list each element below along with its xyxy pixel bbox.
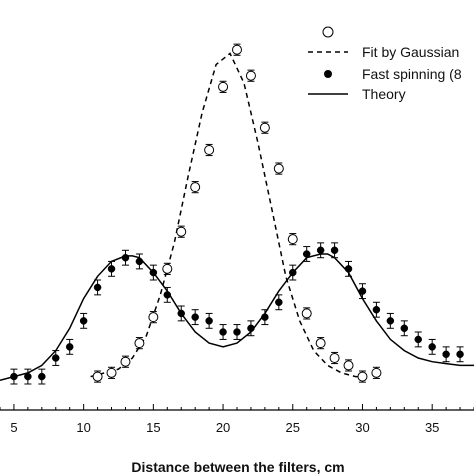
data-point-filled: [10, 372, 18, 381]
theory-line: [0, 253, 474, 382]
data-point-filled: [316, 246, 325, 255]
data-point-filled: [414, 335, 422, 344]
data-point-filled: [38, 372, 46, 381]
data-point-open: [371, 367, 382, 378]
data-point-filled: [428, 343, 436, 351]
legend: Fit by Gaussian Fast spinning (8 Theory: [308, 26, 462, 102]
data-point-open: [176, 226, 187, 237]
data-point-open: [232, 44, 242, 55]
data-point-filled: [219, 328, 227, 336]
data-point-open: [204, 145, 215, 155]
x-tick-label: 5: [10, 420, 17, 435]
data-point-filled: [163, 291, 172, 299]
data-point-filled: [52, 354, 60, 362]
legend-label: Theory: [362, 86, 406, 102]
data-point-filled: [456, 350, 464, 359]
data-point-filled: [233, 328, 241, 336]
x-tick-label: 30: [355, 420, 369, 435]
legend-filled-circle-icon: [324, 70, 332, 78]
legend-label: Fast spinning (8: [362, 66, 462, 82]
x-tick-label: 25: [286, 420, 300, 435]
data-point-filled: [344, 265, 353, 273]
data-point-open: [315, 338, 326, 349]
data-point-filled: [442, 350, 450, 359]
data-point-open: [357, 371, 368, 382]
data-point-open: [162, 263, 173, 274]
x-axis-title: Distance between the filters, cm: [131, 459, 344, 474]
data-point-open: [259, 122, 270, 133]
data-point-filled: [79, 317, 88, 325]
data-point-open: [134, 338, 145, 349]
data-point-filled: [400, 324, 409, 333]
data-point-open: [190, 182, 201, 193]
data-point-filled: [121, 253, 130, 262]
data-point-open: [287, 234, 298, 245]
data-point-open: [106, 367, 117, 378]
data-point-filled: [135, 257, 144, 266]
data-point-open: [92, 371, 103, 382]
x-tick-label: 35: [425, 420, 439, 435]
data-point-filled: [65, 343, 74, 351]
data-point-filled: [247, 324, 255, 333]
series-layer: [0, 43, 474, 385]
data-point-filled: [107, 265, 116, 273]
data-point-filled: [191, 313, 199, 321]
legend-open-circle-icon: [322, 26, 334, 38]
x-axis: 5 10 15 20 25 30 35: [0, 404, 474, 435]
data-point-filled: [177, 309, 185, 318]
x-tick-label: 20: [216, 420, 230, 435]
data-point-open: [329, 353, 340, 363]
data-point-open: [148, 312, 159, 323]
data-point-open: [218, 81, 229, 92]
x-tick-label: 15: [146, 420, 160, 435]
x-tick-label: 10: [76, 420, 90, 435]
data-point-filled: [261, 313, 269, 321]
data-point-filled: [24, 372, 32, 381]
legend-label: Fit by Gaussian: [362, 44, 459, 60]
data-point-filled: [289, 268, 297, 277]
data-point-filled: [93, 283, 102, 292]
data-point-filled: [302, 250, 311, 258]
gaussian-fit-line: [90, 52, 370, 378]
data-point-open: [120, 356, 131, 367]
data-point-open: [301, 308, 312, 319]
data-point-filled: [330, 246, 339, 255]
data-point-open: [245, 70, 256, 81]
data-point-filled: [149, 268, 158, 277]
data-point-open: [273, 163, 284, 174]
data-point-open: [343, 360, 354, 371]
data-point-filled: [205, 317, 213, 325]
filled-circle-series: [10, 242, 464, 385]
data-point-filled: [275, 298, 283, 307]
data-point-filled: [372, 305, 381, 314]
open-circle-series: [92, 43, 382, 383]
data-point-filled: [358, 287, 367, 295]
data-point-filled: [386, 317, 395, 325]
